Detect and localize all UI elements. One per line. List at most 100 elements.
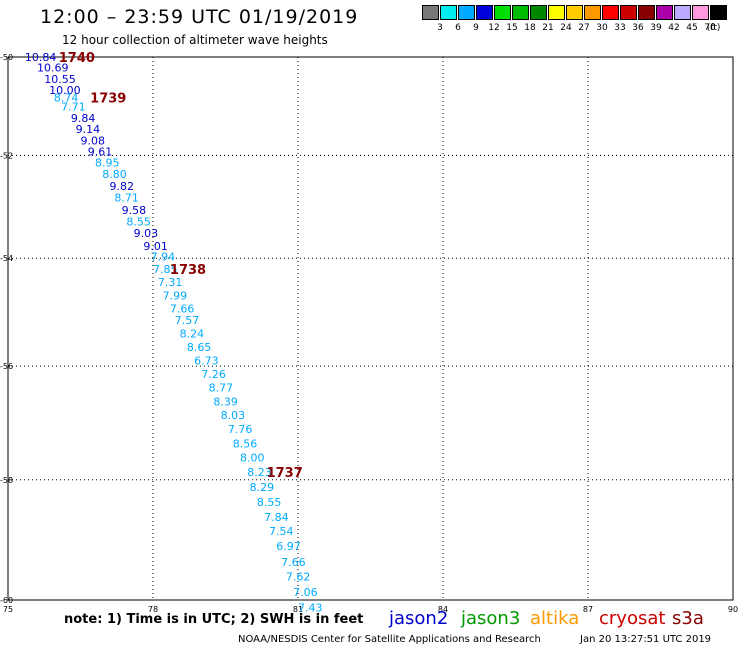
swh-observation-label: 9.03: [134, 227, 159, 240]
swh-observation-label: 9.58: [122, 204, 147, 217]
swh-observation-label: 9.82: [110, 180, 135, 193]
swh-observation-label: 6.73: [194, 355, 219, 368]
swh-observation-label: 7.99: [163, 289, 188, 302]
scale-label: 42: [668, 23, 680, 33]
longitude-tick-label: 75: [3, 605, 13, 614]
scale-swatch: [692, 5, 709, 20]
scale-label: 9: [473, 23, 479, 33]
scale-label: 15: [506, 23, 518, 33]
swh-observation-label: 7.84: [264, 511, 289, 524]
swh-observation-label: 7.66: [281, 556, 306, 569]
swh-observation-label: 8.00: [240, 452, 265, 465]
swh-observation-label: 7.43: [298, 601, 323, 614]
scale-label: 27: [578, 23, 590, 33]
scale-swatch: [566, 5, 583, 20]
swh-observation-label: 9.08: [81, 134, 106, 147]
swh-observation-label: 6.97: [276, 540, 301, 553]
map-subtitle: 12 hour collection of altimeter wave hei…: [62, 33, 328, 47]
scale-swatch: [674, 5, 691, 20]
swh-observation-label: 8.80: [102, 168, 127, 181]
swh-observation-label: 8.24: [180, 328, 205, 341]
legend-cryosat: cryosat: [599, 608, 666, 629]
swh-observation-label: 9.84: [71, 112, 96, 125]
longitude-tick-label: 87: [583, 605, 593, 614]
scale-swatch: [584, 5, 601, 20]
scale-swatch: [638, 5, 655, 20]
scale-label: 21: [542, 23, 554, 33]
footer-date: Jan 20 13:27:51 UTC 2019: [580, 634, 712, 645]
pass-time-label: 1739: [90, 91, 126, 106]
latitude-tick-label: -52: [0, 151, 13, 160]
swh-observation-label: 8.39: [213, 395, 238, 408]
swh-observation-label: 8.95: [95, 156, 120, 169]
pass-time-label: 1737: [267, 466, 303, 481]
scale-swatch: [656, 5, 673, 20]
scale-swatch: [602, 5, 619, 20]
swh-observation-label: 7.71: [61, 101, 86, 114]
swh-observation-label: 8.71: [114, 191, 139, 204]
longitude-tick-label: 90: [728, 605, 738, 614]
swh-observation-label: 9.14: [76, 123, 101, 136]
longitude-tick-label: 81: [293, 605, 303, 614]
swh-observation-label: 9.61: [88, 145, 113, 158]
scale-label: 6: [455, 23, 461, 33]
swh-observation-label: 8.23: [247, 466, 272, 479]
swh-observation-label: 7.76: [228, 423, 253, 436]
swh-observation-label: 7.94: [151, 251, 176, 264]
legend-altika: altika: [530, 608, 580, 629]
scale-swatch: [530, 5, 547, 20]
latitude-tick-label: -50: [0, 53, 13, 62]
scale-label: 39: [650, 23, 662, 33]
scale-swatch: [440, 5, 457, 20]
swh-observation-label: 7.26: [201, 368, 226, 381]
scale-swatch: [458, 5, 475, 20]
swh-observation-label: 7.66: [170, 302, 195, 315]
scale-label: 30: [596, 23, 608, 33]
scale-swatch: [494, 5, 511, 20]
scale-swatch: [548, 5, 565, 20]
swh-observation-label: 7.06: [293, 586, 318, 599]
swh-observation-label: 10.00: [49, 84, 80, 97]
pass-time-label: 1740: [59, 51, 95, 66]
swh-observation-label: 9.01: [143, 240, 168, 253]
legend-jason3: jason3: [461, 608, 521, 629]
wave-height-color-scale: 3 6 9 12 15 18 21 24 27 30 33 36 39 42 45 70 (ft): [422, 5, 728, 35]
scale-label: 3: [437, 23, 443, 33]
scale-label: 45: [686, 23, 698, 33]
scale-label: 18: [524, 23, 536, 33]
latitude-tick-label: -58: [0, 476, 13, 485]
scale-swatch: [476, 5, 493, 20]
swh-observation-label: 7.54: [269, 525, 294, 538]
scale-label: 33: [614, 23, 626, 33]
legend-s3a: s3a: [672, 608, 704, 629]
latitude-tick-label: -56: [0, 362, 13, 371]
scale-swatch: [710, 5, 727, 20]
scale-swatch: [422, 5, 439, 20]
latitude-tick-label: -54: [0, 254, 13, 263]
swh-observation-label: 8.29: [250, 481, 275, 494]
scale-label: 70: [704, 23, 716, 33]
swh-observation-label: 10.55: [44, 73, 76, 86]
longitude-tick-label: 78: [148, 605, 158, 614]
legend-jason2: jason2: [389, 608, 449, 629]
swh-observation-label: 7.85: [153, 263, 178, 276]
swh-observation-label: 8.77: [209, 381, 234, 394]
swh-observation-label: 8.03: [221, 409, 246, 422]
swh-observation-label: 8.74: [54, 91, 79, 104]
longitude-tick-label: 84: [438, 605, 448, 614]
scale-label: 12: [488, 23, 500, 33]
map-title: 12:00 – 23:59 UTC 01/19/2019: [40, 6, 359, 28]
scale-label: 24: [560, 23, 572, 33]
swh-observation-label: 7.57: [175, 314, 200, 327]
swh-observation-label: 10.69: [37, 62, 69, 75]
scale-swatch: [620, 5, 637, 20]
map-frame: [7, 56, 734, 601]
scale-label: 36: [632, 23, 644, 33]
swh-observation-label: 10.84: [25, 51, 56, 64]
units-note: note: 1) Time is in UTC; 2) SWH is in fe…: [64, 612, 364, 627]
swh-observation-label: 7.62: [286, 571, 311, 584]
swh-observation-label: 8.55: [126, 216, 150, 229]
swh-observation-label: 7.31: [158, 276, 183, 289]
